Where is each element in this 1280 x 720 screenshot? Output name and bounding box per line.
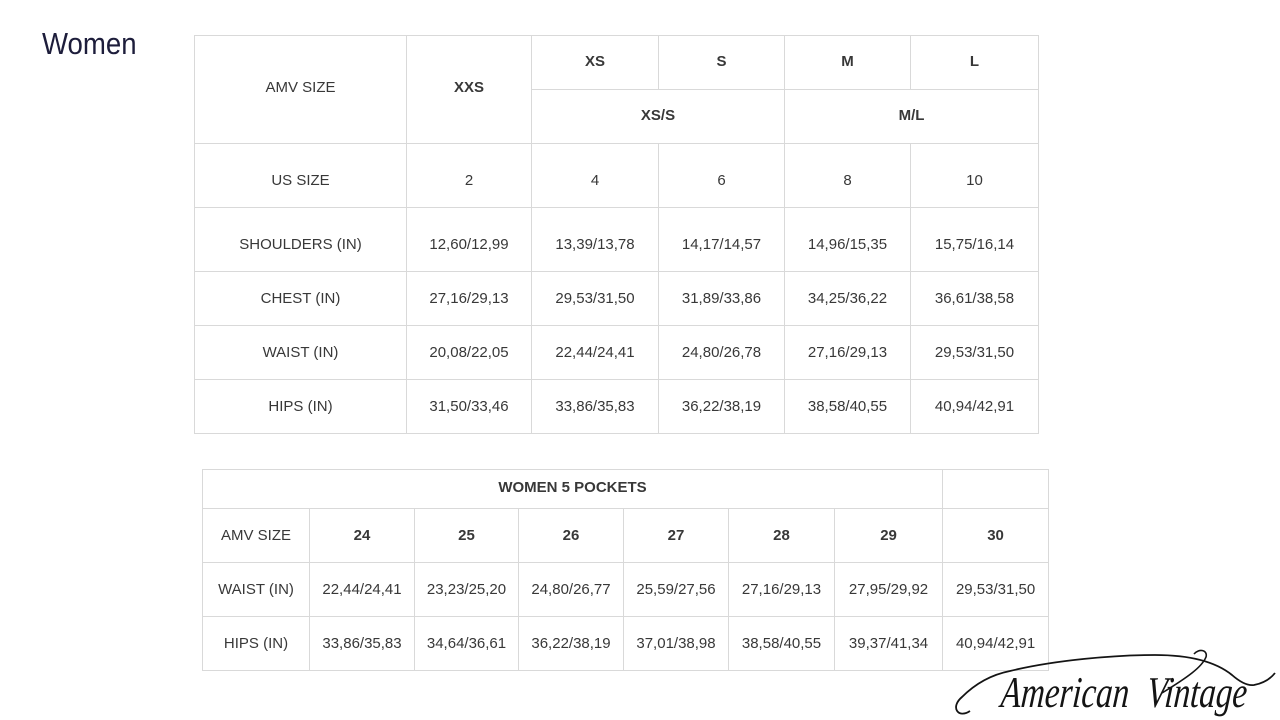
svg-text:American: American xyxy=(997,669,1132,718)
svg-text:Vintage: Vintage xyxy=(1145,669,1249,718)
